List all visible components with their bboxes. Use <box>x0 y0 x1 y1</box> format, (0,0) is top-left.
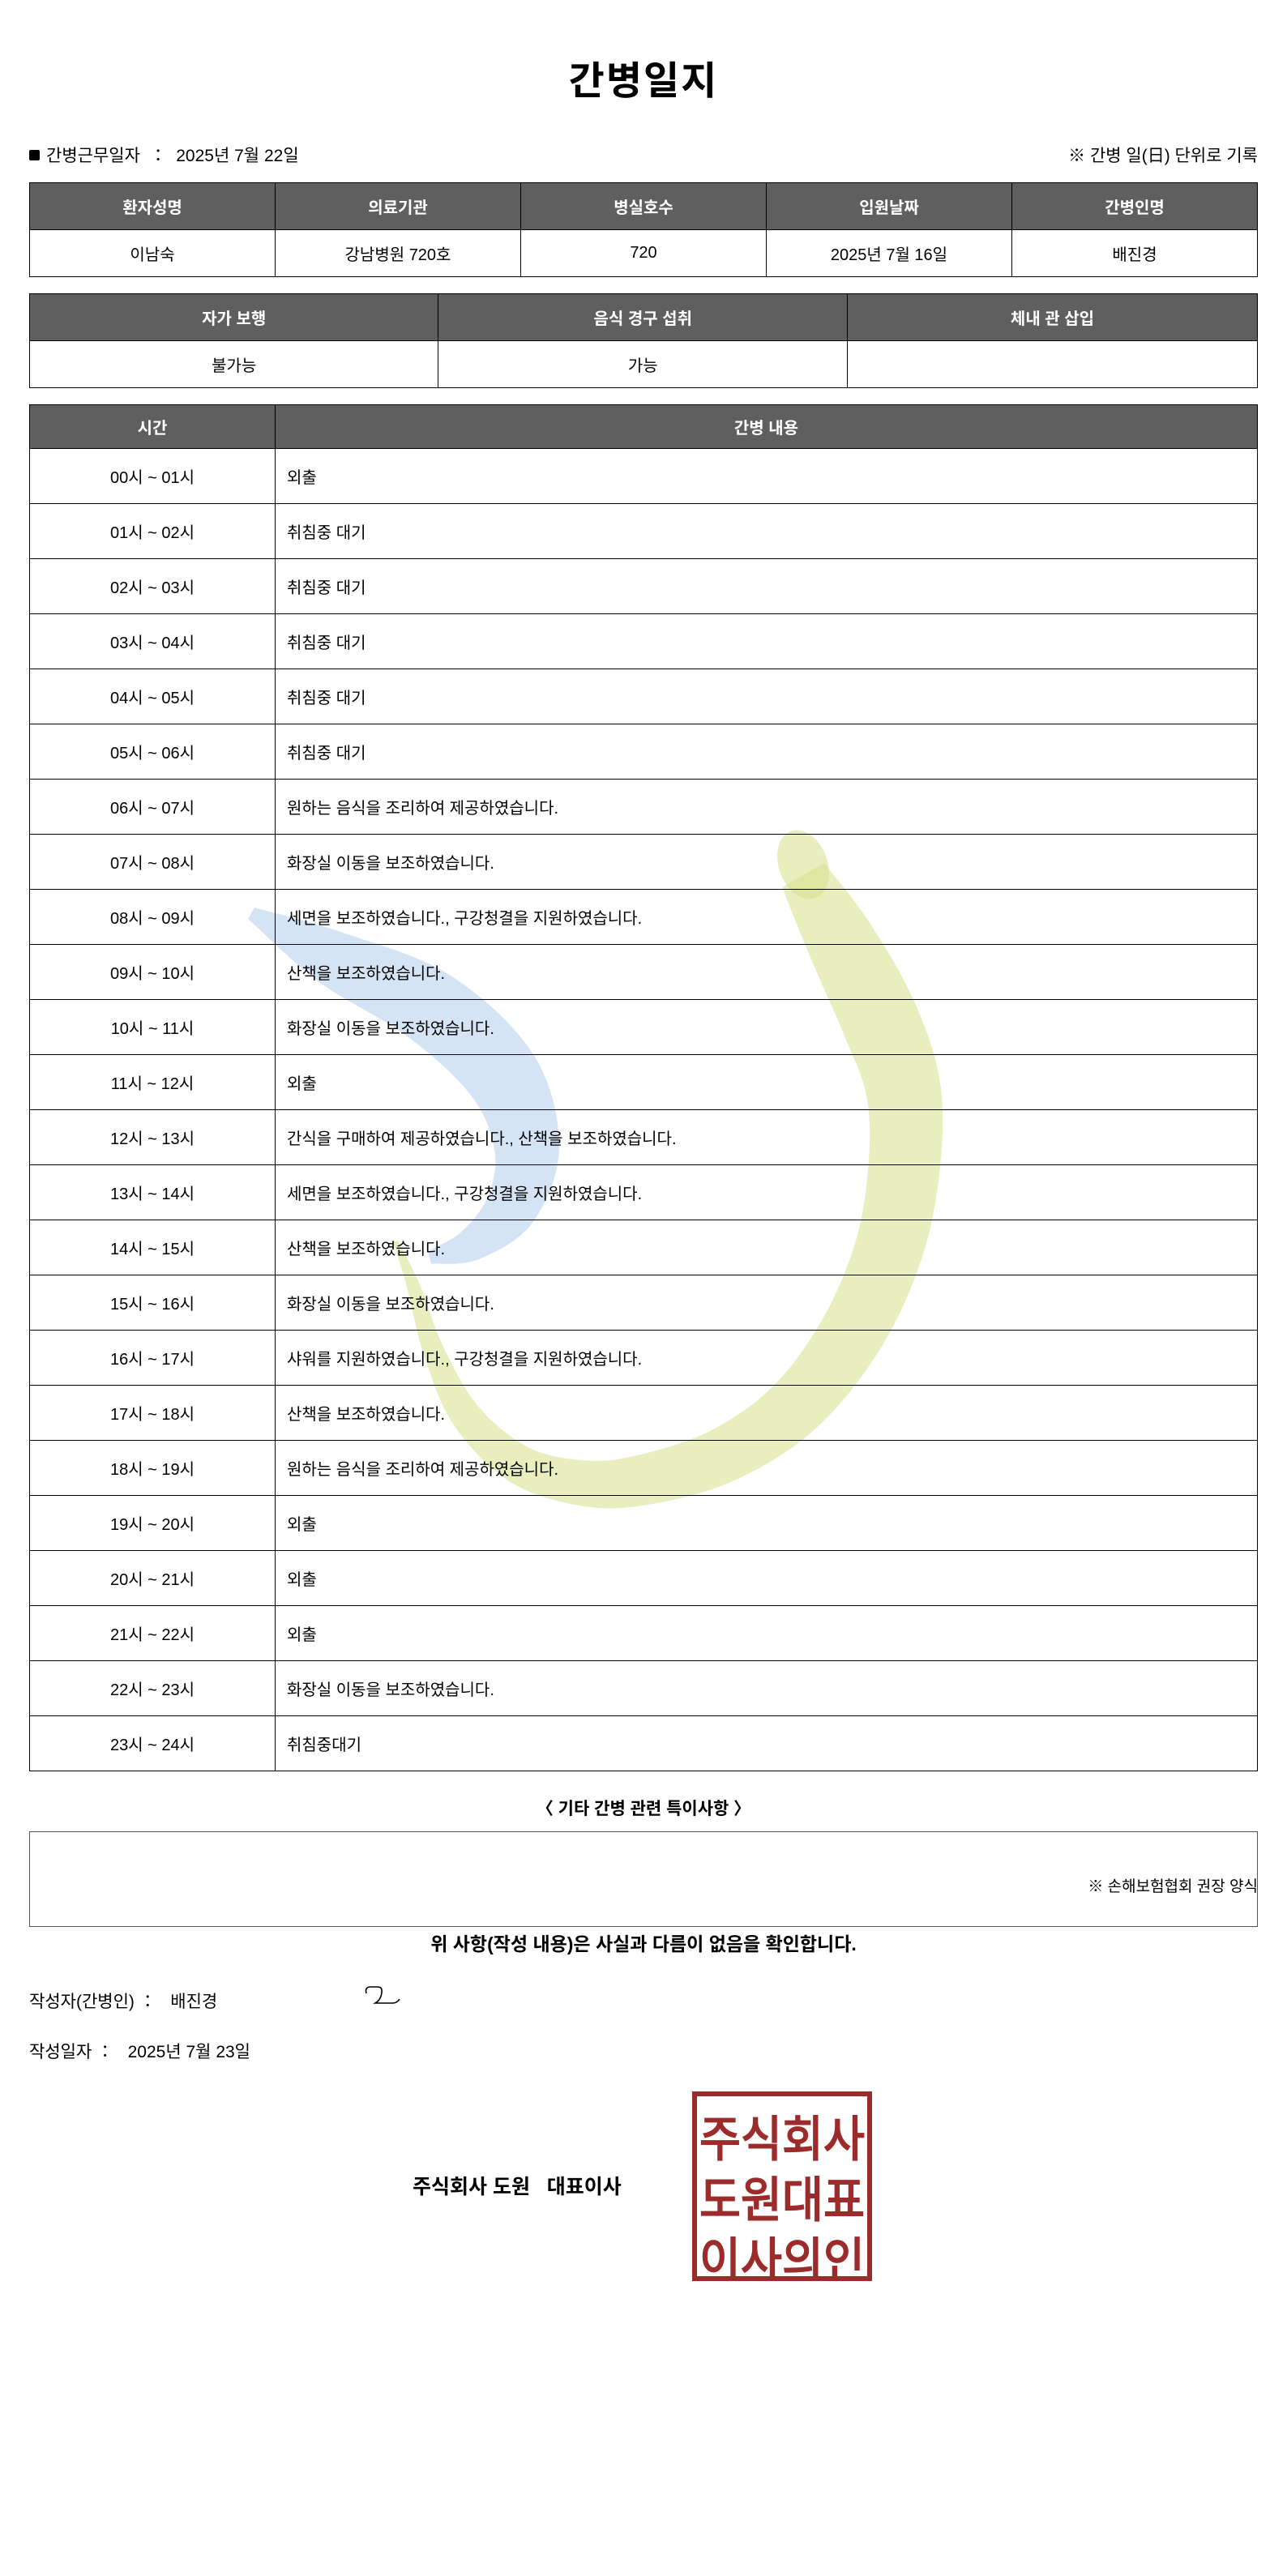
svg-text:도원대표: 도원대표 <box>699 2173 865 2228</box>
svg-text:주식회사: 주식회사 <box>699 2112 865 2167</box>
svg-text:이사의인: 이사의인 <box>699 2234 865 2281</box>
